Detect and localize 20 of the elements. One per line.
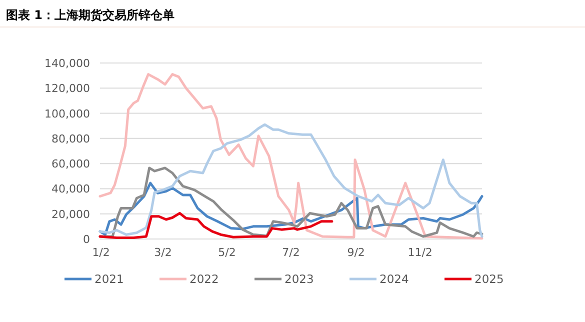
x-tick-label: 3/2 (154, 246, 172, 259)
x-tick-label: 5/2 (218, 246, 236, 259)
legend-label: 2023 (284, 272, 314, 286)
title: 图表 1：上海期货交易所锌仓单 (6, 8, 175, 22)
y-tick-label: 120,000 (44, 82, 90, 96)
y-tick-label: 40,000 (52, 182, 90, 196)
y-tick-label: 140,000 (44, 57, 90, 70)
y-tick-label: 60,000 (52, 158, 90, 171)
y-tick-label: 20,000 (52, 208, 90, 221)
x-tick-label: 11/2 (408, 246, 432, 259)
legend-label: 2024 (380, 272, 409, 286)
legend-label: 2022 (190, 272, 219, 286)
y-tick-label: 0 (83, 233, 90, 246)
y-tick-label: 100,000 (44, 107, 90, 120)
x-tick-label: 1/2 (92, 246, 110, 259)
legend-label: 2021 (94, 272, 124, 286)
legend-label: 2025 (474, 272, 504, 286)
x-tick-label: 9/2 (347, 246, 365, 259)
y-tick-label: 80,000 (52, 132, 90, 146)
x-tick-label: 7/2 (282, 246, 300, 259)
